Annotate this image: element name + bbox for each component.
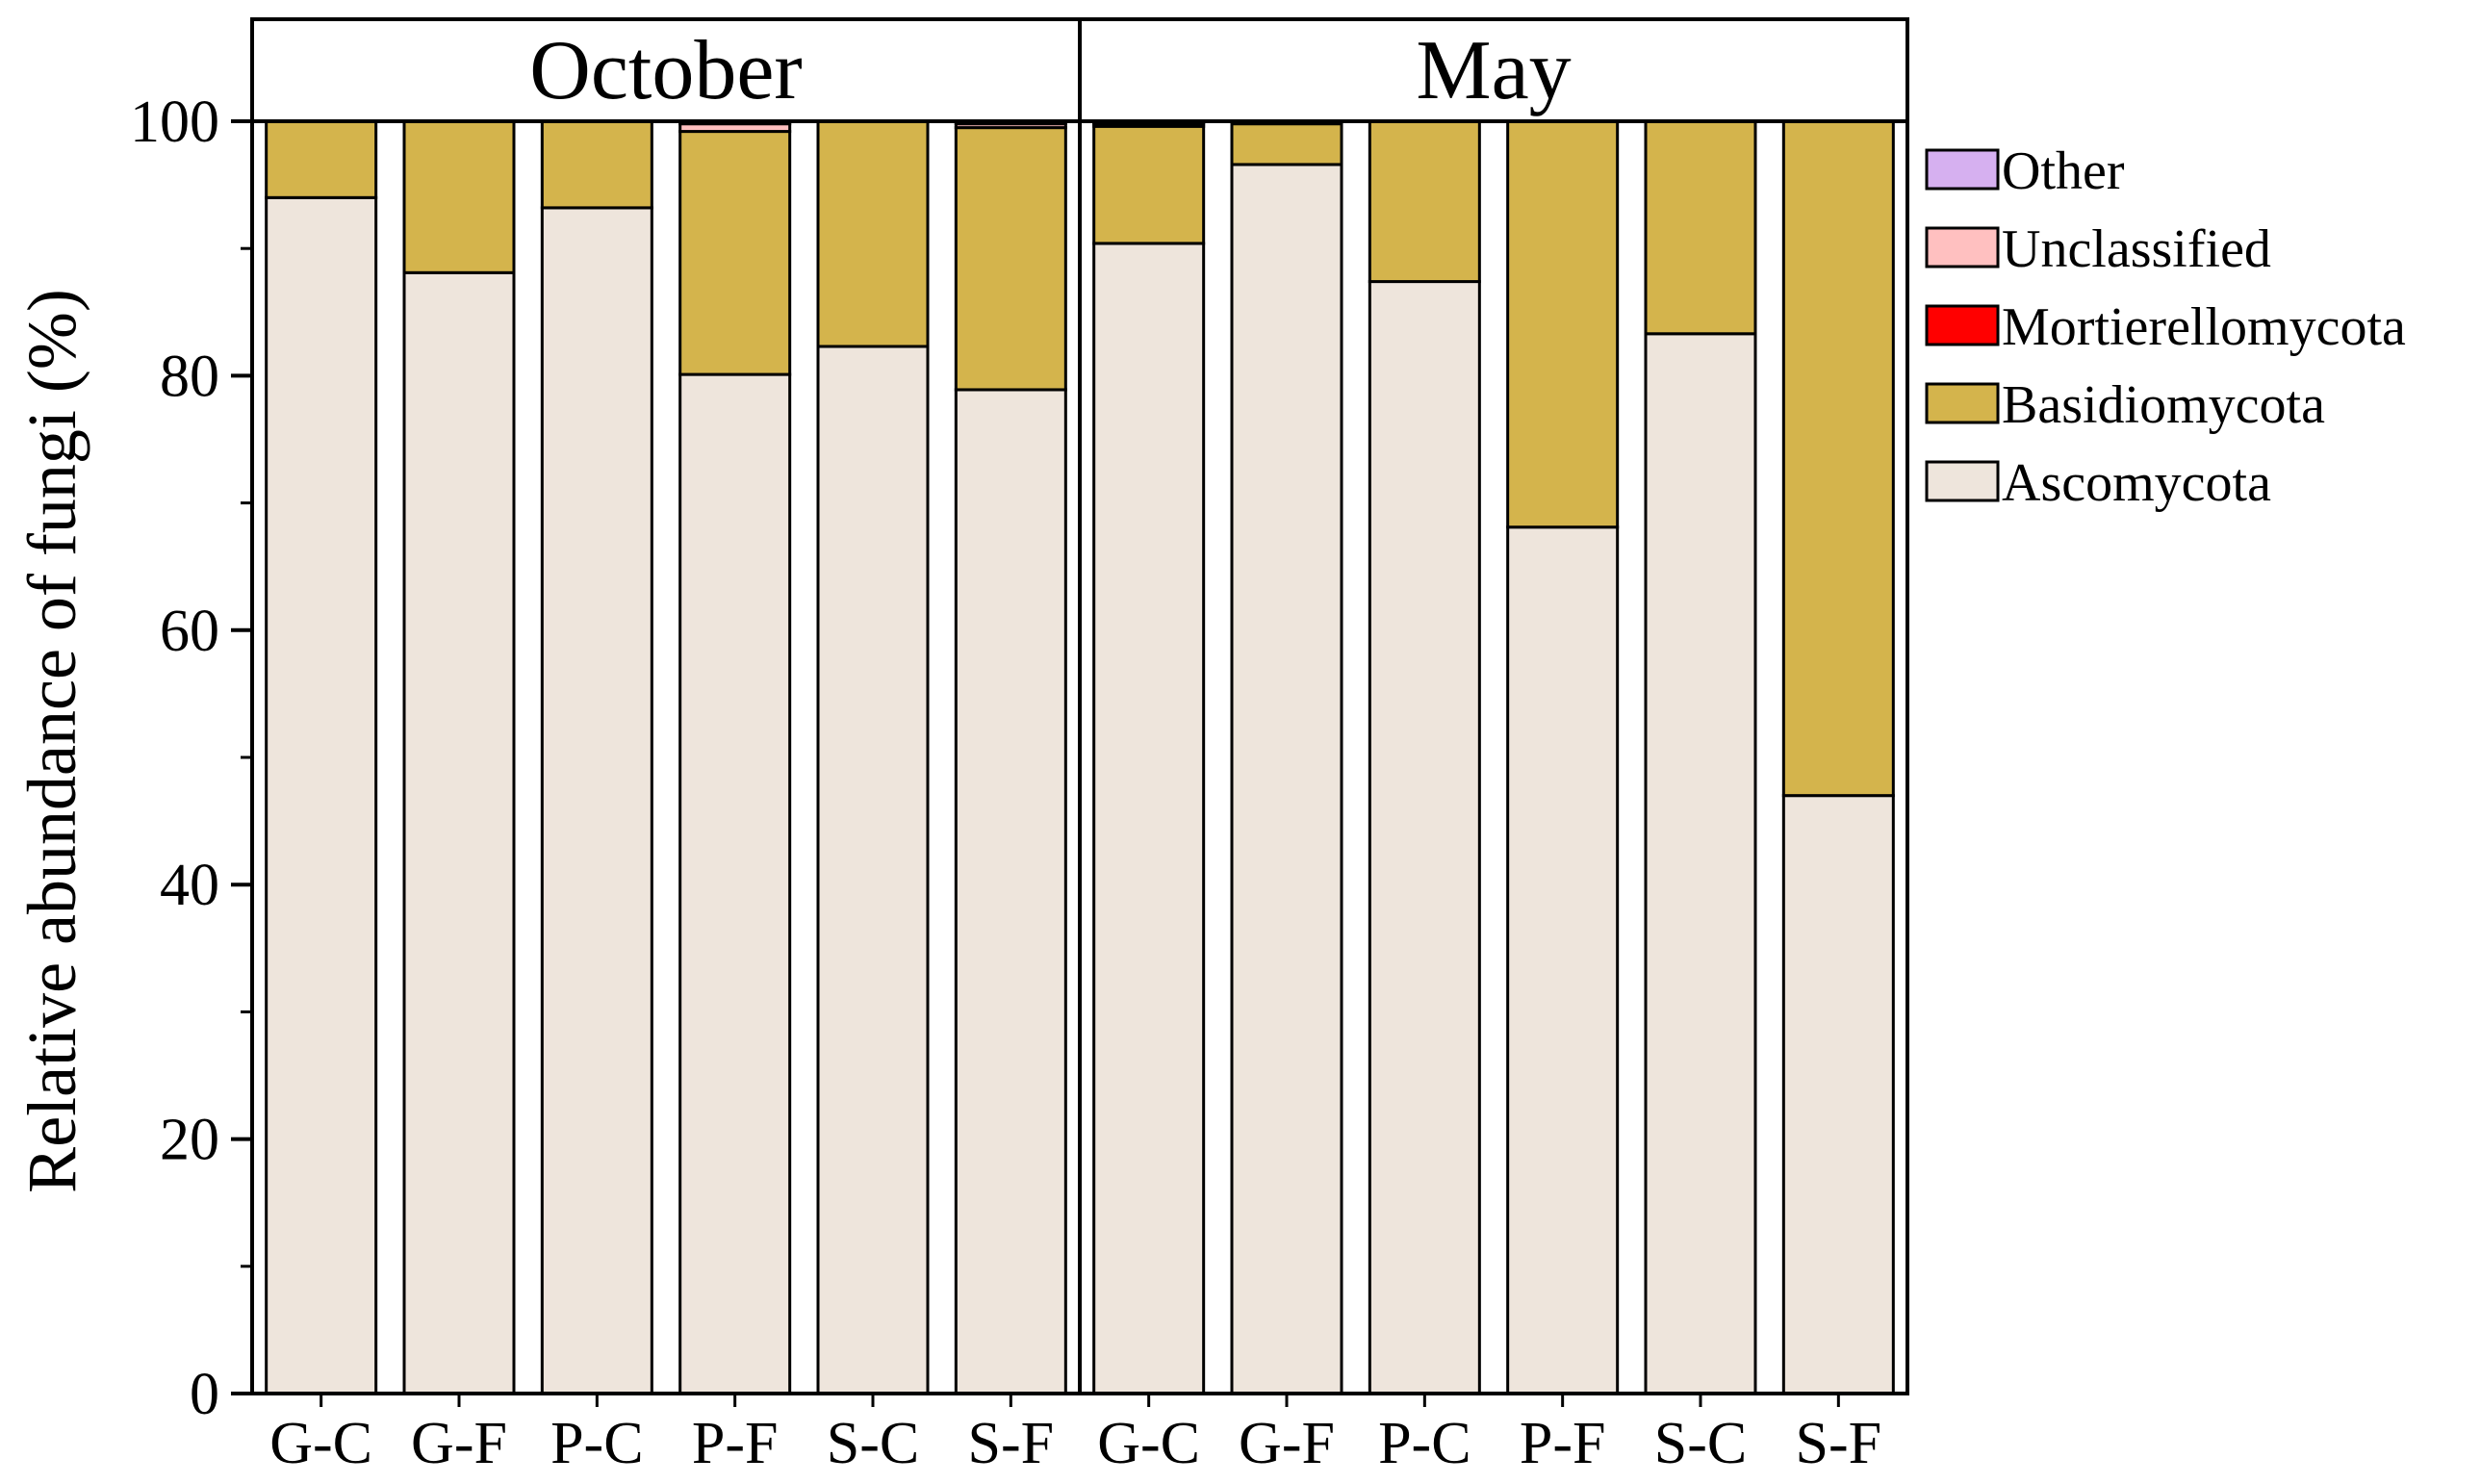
- x-tick-label: S-F: [1796, 1411, 1882, 1476]
- bar-segment-basidiomycota-2: [402, 119, 516, 274]
- bar-segment-basidiomycota-4: [678, 130, 792, 376]
- x-tick-label: G-C: [1097, 1411, 1200, 1476]
- y-tick-label: 80: [160, 344, 219, 409]
- legend-swatch-other: [1925, 148, 2000, 191]
- y-axis: 0 20 40 60 80 100: [130, 90, 252, 1427]
- legend-label-other: Other: [2002, 141, 2125, 201]
- bar-segment-basidiomycota-10: [1506, 119, 1620, 529]
- legend-swatch-unclassified: [1925, 226, 2000, 269]
- legend-swatch-ascomycota: [1925, 460, 2000, 502]
- legend-swatch-basidiomycota: [1925, 382, 2000, 424]
- bar-segment-basidiomycota-8: [1230, 122, 1343, 166]
- bar-segment-ascomycota-10: [1506, 525, 1620, 1395]
- y-tick-label: 0: [190, 1362, 219, 1427]
- bar-segment-basidiomycota-9: [1368, 119, 1481, 284]
- x-tick-label: S-C: [827, 1411, 919, 1476]
- x-tick-label: G-F: [1239, 1411, 1335, 1476]
- bar-segment-ascomycota-5: [816, 345, 930, 1395]
- bar-segment-basidiomycota-6: [954, 126, 1067, 392]
- bar-segment-ascomycota-7: [1092, 242, 1206, 1395]
- y-axis-title: Relative abundance of fungi (%): [13, 289, 90, 1193]
- bars-layer: [265, 119, 1895, 1395]
- legend-label-unclassified: Unclassified: [2002, 219, 2271, 279]
- y-tick-label: 60: [160, 599, 219, 664]
- bar-segment-ascomycota-8: [1230, 163, 1343, 1395]
- bar-segment-basidiomycota-1: [265, 119, 378, 199]
- y-tick-label: 100: [130, 90, 219, 155]
- y-tick-label: 40: [160, 853, 219, 918]
- bar-segment-basidiomycota-12: [1781, 119, 1895, 798]
- panel-title-may: May: [1416, 24, 1571, 117]
- legend-label-ascomycota: Ascomycota: [2002, 453, 2271, 513]
- bar-segment-basidiomycota-3: [540, 119, 653, 210]
- bar-segment-ascomycota-11: [1644, 332, 1757, 1395]
- legend-swatch-mortierellomycota: [1925, 304, 2000, 346]
- bar-segment-ascomycota-1: [265, 195, 378, 1395]
- x-tick-label: P-C: [1378, 1411, 1471, 1476]
- panel-title-october: October: [529, 24, 802, 117]
- bar-segment-ascomycota-9: [1368, 280, 1481, 1395]
- panel-headers: October May: [529, 24, 1571, 117]
- x-tick-label: S-F: [968, 1411, 1055, 1476]
- bar-segment-ascomycota-4: [678, 372, 792, 1395]
- bar-segment-ascomycota-6: [954, 388, 1067, 1395]
- x-axis: G-C G-F P-C P-F S-C S-F G-C G-F P-C P-F S-C S-F: [269, 1394, 1881, 1476]
- x-tick-label: S-C: [1654, 1411, 1747, 1476]
- y-tick-label: 20: [160, 1108, 219, 1173]
- legend: Other Unclassified Mortierellomycota Basidi…: [1925, 141, 2406, 513]
- x-tick-label: G-C: [269, 1411, 372, 1476]
- bar-segment-basidiomycota-11: [1644, 119, 1757, 336]
- bar-segment-ascomycota-2: [402, 270, 516, 1395]
- legend-label-basidiomycota: Basidiomycota: [2002, 375, 2325, 435]
- plot-frame: [250, 17, 1909, 1395]
- x-tick-label: P-F: [1520, 1411, 1606, 1476]
- legend-label-mortierellomycota: Mortierellomycota: [2002, 297, 2406, 357]
- bar-segment-basidiomycota-5: [816, 119, 930, 348]
- bar-segment-ascomycota-12: [1781, 794, 1895, 1395]
- x-tick-label: G-F: [411, 1411, 507, 1476]
- bar-segment-ascomycota-3: [540, 206, 653, 1395]
- x-tick-label: P-F: [692, 1411, 779, 1476]
- bar-segment-basidiomycota-7: [1092, 124, 1206, 245]
- x-tick-label: P-C: [550, 1411, 643, 1476]
